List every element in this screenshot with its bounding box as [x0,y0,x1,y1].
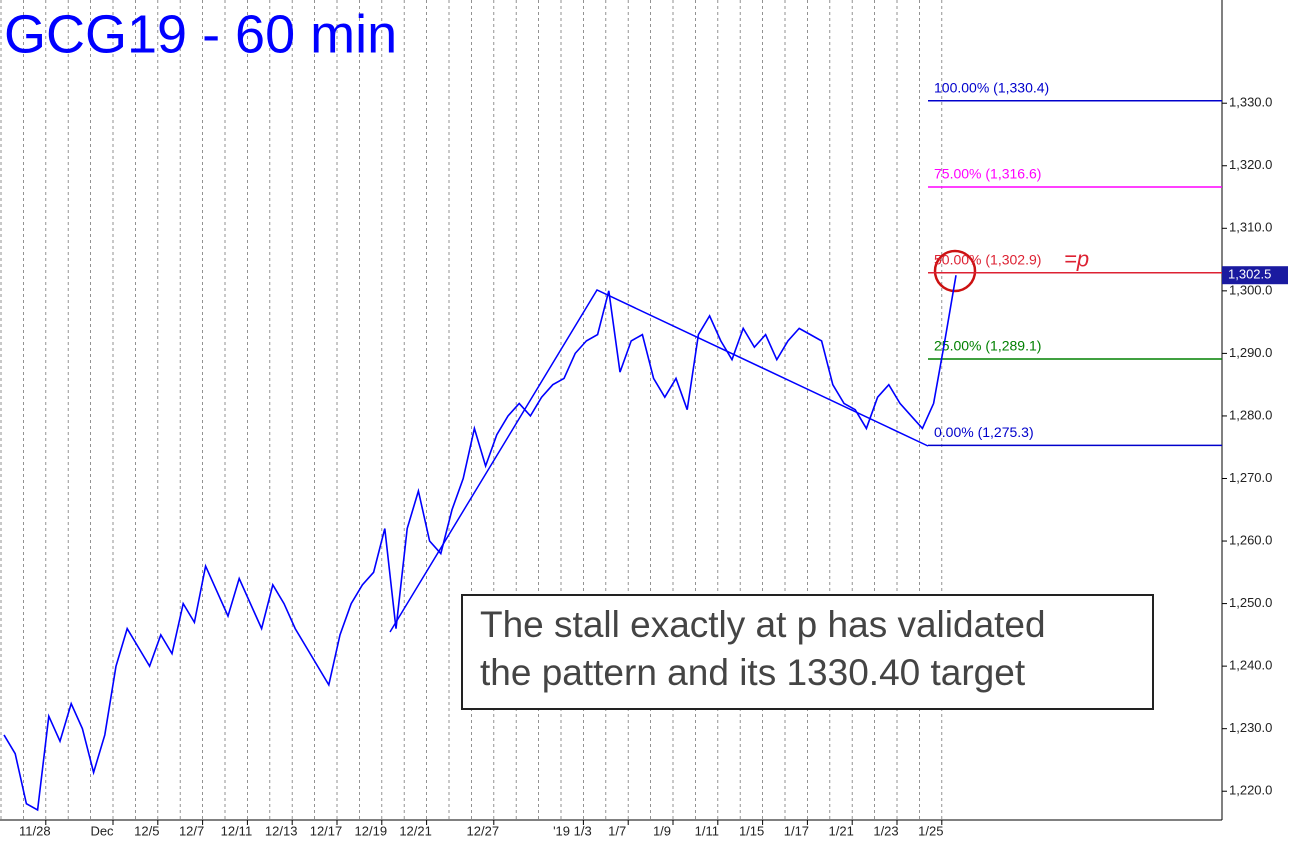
x-tick-label: 1/25 [918,823,943,838]
fib-level-label: 25.00% (1,289.1) [934,338,1041,354]
y-tick-label: 1,280.0 [1229,407,1272,422]
fib-level-label: 50.00% (1,302.9) [934,251,1041,267]
x-tick-label: 1/23 [873,823,898,838]
price-line [3,275,957,812]
y-tick-label: 1,320.0 [1229,157,1272,172]
annotation-box [461,594,1154,710]
fib-level-label: 100.00% (1,330.4) [934,79,1049,95]
x-tick-label: 1/21 [829,823,854,838]
x-tick-label: 1/17 [784,823,809,838]
y-tick-label: 1,330.0 [1229,95,1272,110]
x-tick-label: 1/7 [608,823,626,838]
annotation-line: the pattern and its 1330.40 target [480,652,1026,693]
chart-title: GCG19 - 60 min [4,4,397,64]
y-tick-label: 1,300.0 [1229,282,1272,297]
x-tick-label: 12/17 [310,823,343,838]
y-tick-label: 1,310.0 [1229,220,1272,235]
x-tick-label: 12/13 [265,823,298,838]
last-price-tag [1222,266,1288,285]
y-tick-label: 1,290.0 [1229,345,1272,360]
annotation-line: The stall exactly at p has validated [480,604,1046,645]
fib-level-label: 0.00% (1,275.3) [934,424,1034,440]
y-tick-label: 1,270.0 [1229,470,1272,485]
x-tick-label: '19 1/3 [553,823,592,838]
y-tick-label: 1,240.0 [1229,658,1272,673]
x-tick-label: 1/11 [695,823,719,838]
y-tick-label: 1,260.0 [1229,532,1272,547]
p-label: =p [1064,247,1089,272]
highlight-circle [933,249,977,293]
y-tick-label: 1,230.0 [1229,720,1272,735]
x-tick-label: 12/19 [355,823,388,838]
x-tick-label: 12/7 [179,823,204,838]
x-tick-label: 1/15 [739,823,764,838]
x-tick-label: 11/28 [19,823,51,838]
pattern-line [389,289,929,633]
x-tick-label: 12/5 [134,823,159,838]
x-tick-label: Dec [90,823,114,838]
x-tick-label: 1/9 [653,823,671,838]
y-tick-label: 1,220.0 [1229,783,1272,798]
x-tick-label: 12/21 [399,823,432,838]
x-tick-label: 12/11 [221,823,253,838]
x-tick-label: 12/27 [467,823,500,838]
last-price-label: 1,302.5 [1228,267,1271,282]
fib-level-label: 75.00% (1,316.6) [934,166,1041,182]
y-tick-label: 1,250.0 [1229,595,1272,610]
